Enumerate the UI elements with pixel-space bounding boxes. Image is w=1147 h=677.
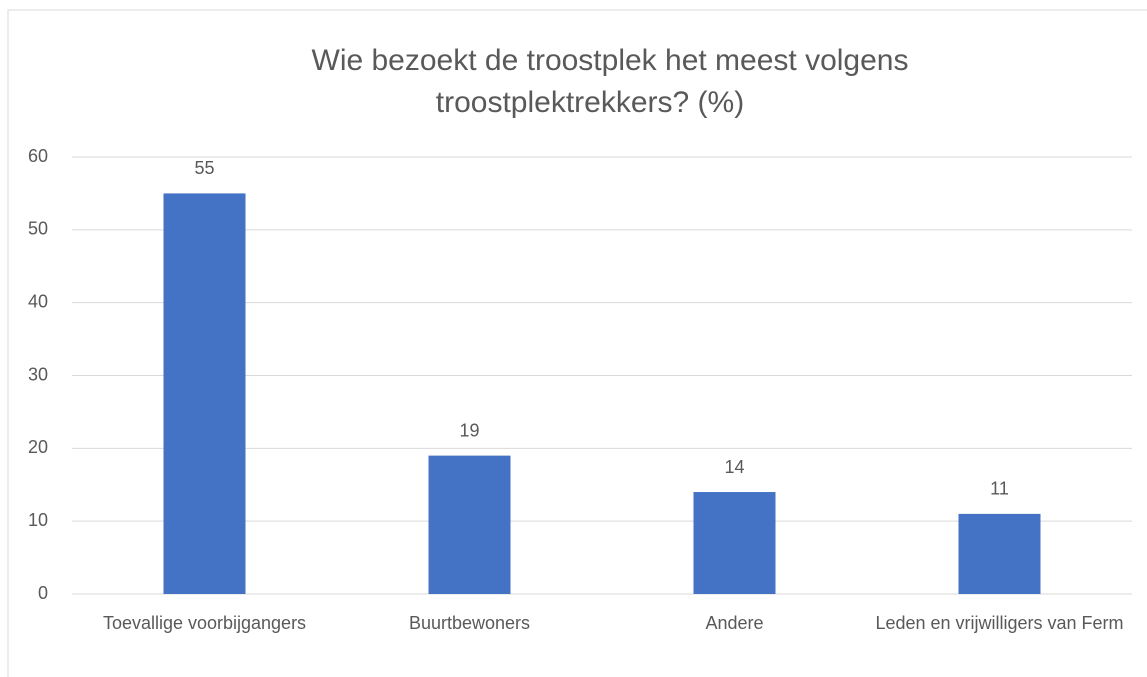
y-tick-label: 30 (28, 364, 48, 384)
y-tick-label: 50 (28, 219, 48, 239)
y-tick-label: 40 (28, 291, 48, 311)
y-tick-label: 60 (28, 146, 48, 166)
data-label: 19 (459, 420, 479, 440)
bar (693, 492, 776, 594)
x-tick-label: Leden en vrijwilligers van Ferm (875, 613, 1124, 633)
y-tick-label: 20 (28, 437, 48, 457)
chart-title: troostplektrekkers? (%) (436, 86, 744, 119)
x-tick-label: Buurtbewoners (408, 613, 531, 633)
data-label: 14 (724, 457, 744, 477)
y-tick-label: 10 (28, 510, 48, 530)
x-tick-label: Andere (705, 613, 764, 633)
bar (428, 455, 511, 594)
data-label: 55 (194, 158, 214, 178)
chart-frame (7, 9, 1147, 677)
y-tick-label: 0 (38, 583, 48, 603)
data-label: 11 (990, 479, 1009, 499)
chart-title: Wie bezoekt de troostplek het meest volg… (312, 44, 909, 77)
bar (958, 513, 1041, 594)
x-tick-label: Toevallige voorbijgangers (102, 613, 307, 633)
bar (163, 193, 246, 594)
